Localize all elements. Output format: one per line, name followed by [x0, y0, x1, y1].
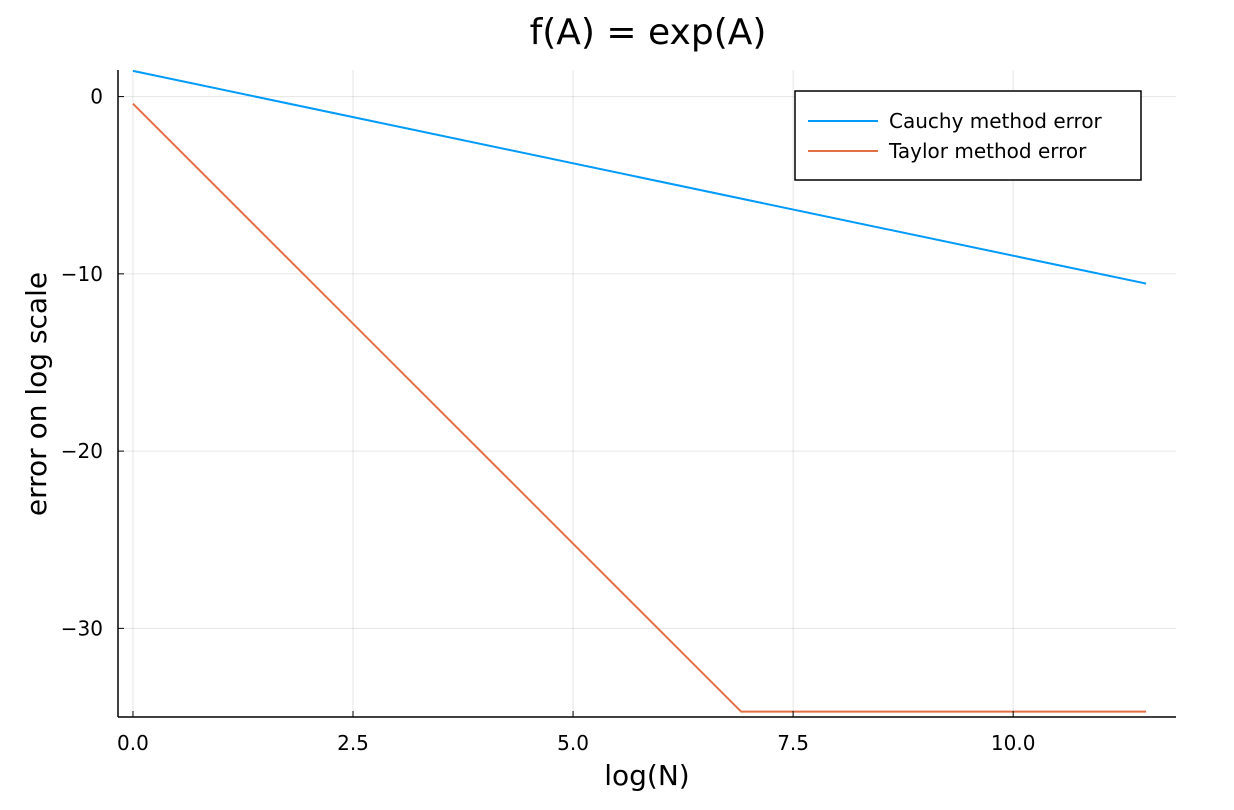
legend: Cauchy method error Taylor method error — [794, 90, 1142, 181]
legend-label-taylor: Taylor method error — [888, 139, 1087, 163]
chart-title: f(A) = exp(A) — [530, 12, 767, 53]
axes — [117, 70, 1176, 718]
x-tick-label-4: 10.0 — [991, 731, 1036, 755]
y-tick-label-1: −10 — [61, 262, 103, 286]
x-tick-label-2: 5.0 — [557, 731, 589, 755]
cauchy-error-line — [132, 69, 1147, 285]
tick-labels: 0.0 2.5 5.0 7.5 10.0 0 −10 −20 −30 — [61, 85, 1036, 755]
x-axis-title: log(N) — [604, 759, 689, 792]
legend-label-cauchy: Cauchy method error — [889, 109, 1103, 133]
x-tick-label-1: 2.5 — [337, 731, 369, 755]
x-tick-label-0: 0.0 — [117, 731, 149, 755]
series-layer — [132, 69, 1147, 713]
legend-box — [794, 90, 1142, 181]
y-tick-label-2: −20 — [61, 439, 103, 463]
taylor-error-line — [132, 102, 1147, 713]
grid — [118, 70, 1176, 717]
y-tick-label-3: −30 — [61, 616, 103, 640]
y-tick-label-0: 0 — [90, 85, 103, 109]
x-tick-label-3: 7.5 — [777, 731, 809, 755]
y-axis-title: error on log scale — [20, 272, 53, 516]
